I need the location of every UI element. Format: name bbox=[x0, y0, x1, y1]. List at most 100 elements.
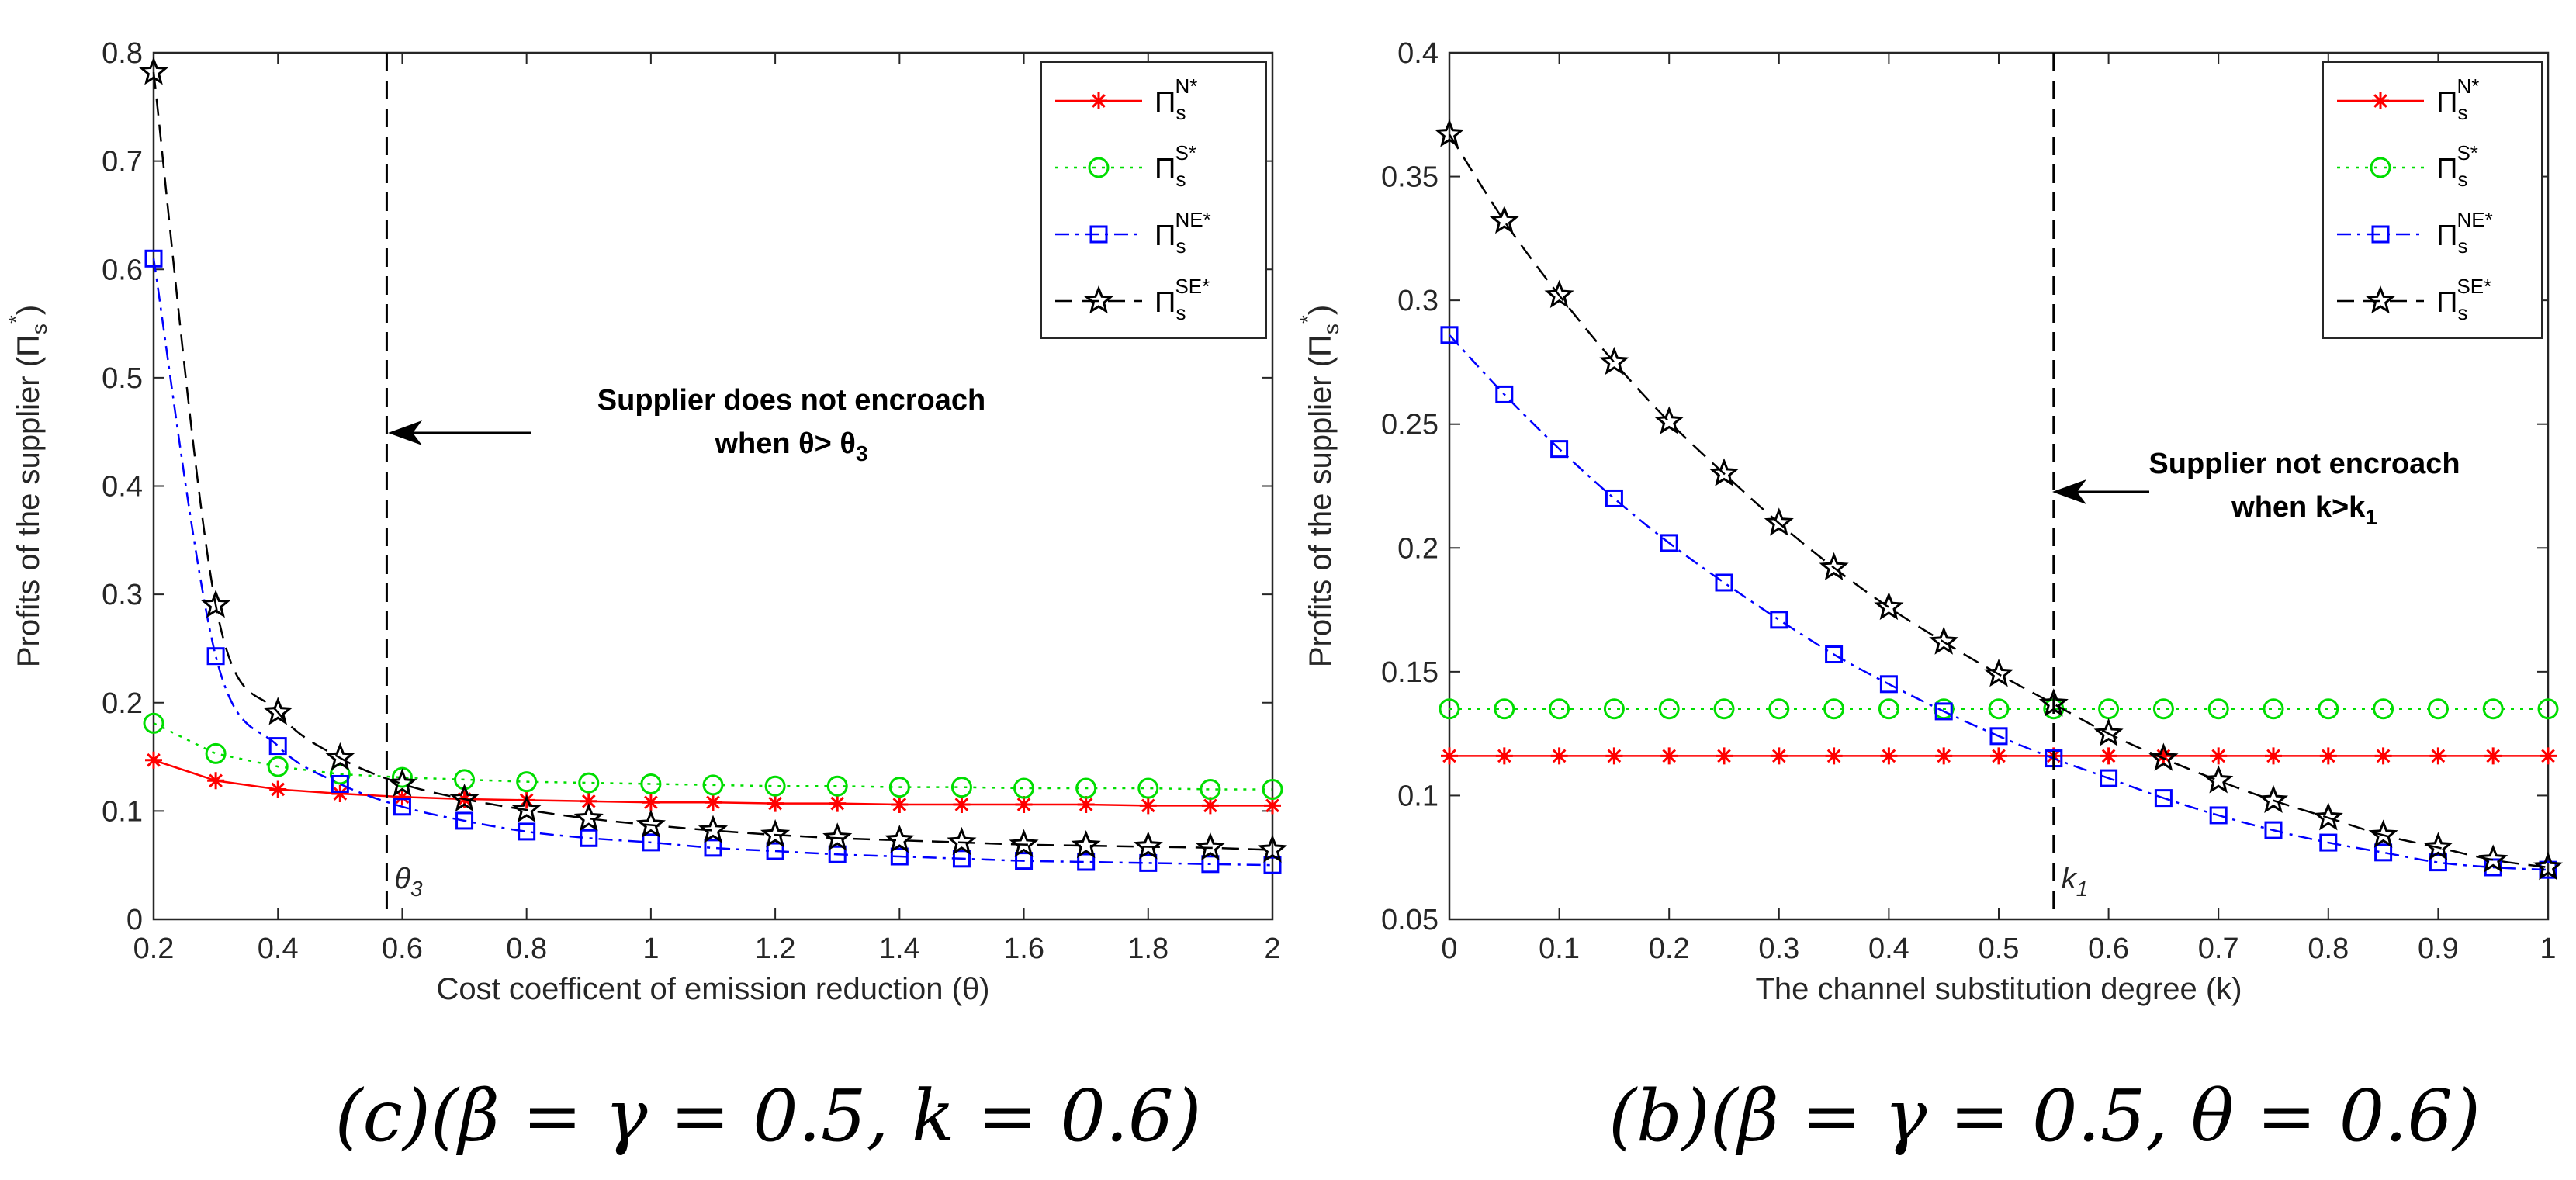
data-point bbox=[1770, 611, 1788, 629]
data-point bbox=[2482, 698, 2504, 720]
x-tick-label: 0.8 bbox=[506, 933, 547, 965]
data-point bbox=[642, 794, 660, 811]
data-point bbox=[2258, 784, 2289, 814]
data-point bbox=[268, 737, 287, 756]
data-point bbox=[1879, 675, 1898, 694]
data-point bbox=[1441, 747, 1458, 765]
data-point bbox=[1878, 698, 1899, 720]
annotation-line-1: Supplier not encroach bbox=[2148, 448, 2460, 480]
data-point bbox=[2374, 843, 2393, 862]
data-point bbox=[2152, 698, 2174, 720]
data-point bbox=[2368, 819, 2398, 848]
y-tick-label: 0.05 bbox=[1381, 904, 1439, 936]
y-tick-label: 0.4 bbox=[1397, 37, 1439, 70]
x-tick-label: 0.7 bbox=[2198, 933, 2239, 965]
data-point bbox=[1009, 829, 1039, 857]
data-point bbox=[2373, 698, 2394, 720]
data-point bbox=[2319, 747, 2337, 765]
arrow-head bbox=[2052, 479, 2086, 504]
legend-entry: ΠsS* bbox=[1155, 141, 1196, 191]
legend-entry: ΠsN* bbox=[1155, 74, 1197, 124]
y-tick-label: 0 bbox=[126, 904, 143, 936]
data-point bbox=[2423, 832, 2453, 860]
data-point bbox=[829, 794, 847, 812]
data-point bbox=[1077, 796, 1095, 813]
legend-entry: ΠsN* bbox=[2436, 74, 2479, 124]
data-point bbox=[1264, 797, 1281, 815]
series-line bbox=[1449, 334, 2549, 871]
data-point bbox=[1654, 406, 1684, 434]
series-SE-1 bbox=[138, 57, 1288, 863]
data-point bbox=[1874, 591, 1904, 621]
data-point bbox=[1439, 698, 1460, 720]
data-point bbox=[822, 822, 853, 851]
arrow-head bbox=[388, 420, 422, 445]
data-point bbox=[2427, 698, 2449, 720]
x-tick-label: 1.4 bbox=[879, 933, 920, 965]
data-point bbox=[642, 833, 660, 852]
legend-marker bbox=[1089, 225, 1108, 244]
legend-entry: ΠsNE* bbox=[1155, 208, 1211, 258]
legend-marker bbox=[2371, 225, 2390, 244]
data-point bbox=[1434, 119, 1465, 147]
data-point bbox=[1200, 778, 1221, 800]
data-point bbox=[387, 768, 417, 797]
data-point bbox=[573, 803, 604, 832]
data-point bbox=[1139, 797, 1157, 815]
data-point bbox=[511, 794, 542, 823]
series-line bbox=[152, 258, 1273, 867]
figure-caption: (b)(β = γ = 0.5, θ = 0.6) bbox=[1608, 1074, 2481, 1158]
x-tick-label: 1.2 bbox=[755, 933, 796, 965]
data-point bbox=[267, 756, 289, 777]
data-point bbox=[1929, 626, 1959, 655]
data-point bbox=[891, 796, 909, 813]
legend-marker bbox=[1083, 285, 1114, 314]
x-tick-label: 0.5 bbox=[1979, 933, 2020, 965]
data-point bbox=[143, 712, 164, 734]
data-point bbox=[1544, 279, 1574, 308]
data-point bbox=[640, 773, 662, 794]
data-point bbox=[2154, 789, 2173, 808]
data-point bbox=[1709, 458, 1740, 486]
chart-panel-1: 0.2 0.4 0.6 0.8 1 1.2 1.4 1.6 1.8 2 0 0.1 0.2 0.3 0.4 0… bbox=[4, 37, 1288, 1158]
data-point bbox=[2100, 769, 2118, 787]
x-tick-label: 0.6 bbox=[382, 933, 423, 965]
data-point bbox=[145, 751, 162, 769]
data-point bbox=[828, 845, 847, 863]
y-tick-label: 0.3 bbox=[102, 579, 143, 611]
x-tick-label: 0.6 bbox=[2088, 933, 2129, 965]
legend-entry: ΠsSE* bbox=[1155, 275, 1210, 324]
data-point bbox=[2265, 747, 2282, 765]
data-point bbox=[205, 742, 227, 764]
data-point bbox=[325, 742, 355, 771]
data-point bbox=[2540, 747, 2557, 765]
data-point bbox=[2539, 860, 2557, 879]
data-point bbox=[1257, 834, 1288, 863]
x-tick-label: 0.4 bbox=[1868, 933, 1909, 965]
legend: ΠsN* ΠsS* ΠsNE* ΠsSE* bbox=[1040, 61, 1267, 339]
data-point bbox=[518, 822, 536, 841]
data-point bbox=[1825, 645, 1844, 664]
data-point bbox=[2210, 747, 2228, 765]
data-point bbox=[2319, 833, 2338, 852]
legend-marker bbox=[2372, 92, 2389, 109]
x-tick-label: 2 bbox=[1264, 933, 1280, 965]
data-point bbox=[1715, 573, 1733, 592]
data-point bbox=[1071, 830, 1101, 859]
data-point bbox=[888, 777, 910, 798]
y-tick-label: 0.25 bbox=[1381, 409, 1439, 441]
legend-entry: ΠsSE* bbox=[2436, 275, 2491, 324]
legend-box bbox=[1040, 61, 1267, 339]
data-point bbox=[1935, 747, 1953, 765]
data-point bbox=[698, 815, 729, 843]
data-point bbox=[1549, 698, 1570, 720]
data-point bbox=[2318, 698, 2339, 720]
data-point bbox=[1713, 698, 1735, 720]
data-point bbox=[1934, 702, 1953, 721]
data-point bbox=[1489, 205, 1519, 234]
data-point bbox=[826, 775, 848, 797]
data-point bbox=[1495, 385, 1514, 403]
data-point bbox=[1195, 832, 1225, 861]
data-point bbox=[2155, 747, 2173, 765]
data-point bbox=[890, 847, 909, 866]
